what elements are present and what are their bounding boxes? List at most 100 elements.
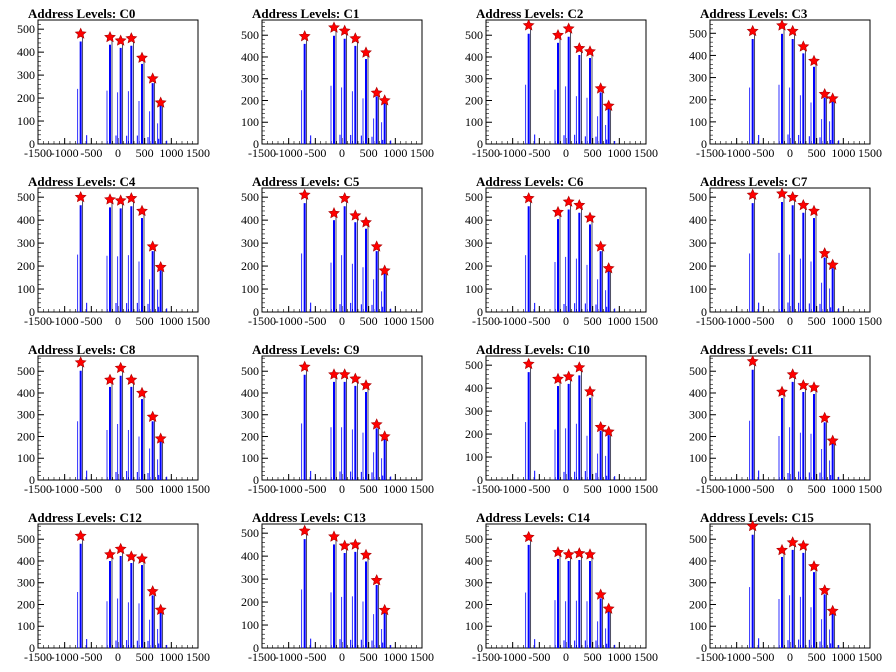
y-tick-label: 500 bbox=[465, 532, 483, 546]
x-tick-label: 1000 bbox=[607, 314, 631, 328]
x-tick-label: -500 bbox=[528, 650, 550, 664]
peak-marker bbox=[522, 19, 535, 31]
y-tick-label: 300 bbox=[465, 236, 483, 250]
y-tick-label: 0 bbox=[477, 641, 483, 655]
y-tick-label: 300 bbox=[689, 408, 707, 422]
chart-title: Address Levels: C11 bbox=[700, 342, 814, 357]
x-tick-label: 500 bbox=[808, 146, 826, 160]
y-tick-label: 200 bbox=[241, 93, 259, 107]
peak-marker bbox=[818, 247, 831, 259]
y-tick-label: 400 bbox=[465, 213, 483, 227]
y-tick-label: 500 bbox=[465, 358, 483, 372]
y-tick-label: 500 bbox=[241, 28, 259, 42]
chart-panel: Address Levels: C4 0 100 200 300 400 500 -1500-… bbox=[0, 168, 224, 336]
peak-marker bbox=[114, 194, 127, 206]
y-tick-label: 300 bbox=[465, 404, 483, 418]
peak-marker bbox=[746, 188, 759, 200]
x-tick-label: -1500 bbox=[24, 314, 52, 328]
y-tick-label: 400 bbox=[689, 386, 707, 400]
peak-marker bbox=[125, 32, 138, 44]
peak-marker bbox=[154, 96, 167, 108]
y-tick-label: 100 bbox=[689, 282, 707, 296]
peak-marker bbox=[125, 192, 138, 204]
peak-marker bbox=[562, 195, 575, 207]
x-tick-label: 1500 bbox=[858, 146, 882, 160]
peak-marker bbox=[746, 24, 759, 37]
x-tick-label: 0 bbox=[787, 146, 793, 160]
chart-svg: 0 100 200 300 400 500 -1500-1000 -500 0 500 1000 15… bbox=[17, 187, 210, 328]
peak-marker bbox=[146, 410, 159, 423]
chart-title: Address Levels: C0 bbox=[28, 6, 136, 21]
peak-marker bbox=[797, 539, 810, 551]
chart-panel: Address Levels: C6 0 100 200 300 400 500 -1500-… bbox=[448, 168, 672, 336]
peak-marker bbox=[360, 216, 372, 228]
x-tick-label: 500 bbox=[136, 314, 154, 328]
chart-svg: 0 100 200 300 400 500 -1500-1000 -500 0 500 1000 15… bbox=[465, 187, 658, 328]
x-tick-label: -1500 bbox=[24, 146, 52, 160]
x-tick-label: 1500 bbox=[634, 146, 658, 160]
peak-marker bbox=[522, 357, 535, 370]
x-tick-label: -1500 bbox=[696, 146, 724, 160]
chart-svg: 0 100 200 300 400 500 -1500-1000 -500 0 500 1000 15… bbox=[241, 187, 434, 328]
peak-marker bbox=[338, 24, 351, 36]
x-tick-label: 1000 bbox=[831, 482, 855, 496]
y-tick-label: 200 bbox=[241, 259, 259, 273]
x-tick-label: 0 bbox=[563, 146, 569, 160]
peak-marker bbox=[573, 361, 586, 373]
peak-marker bbox=[808, 381, 820, 393]
peak-marker bbox=[797, 379, 810, 391]
peak-marker bbox=[786, 24, 799, 37]
peak-marker bbox=[328, 530, 340, 542]
x-tick-label: 1500 bbox=[410, 146, 434, 160]
peak-marker bbox=[573, 42, 586, 54]
x-tick-label: 1500 bbox=[186, 482, 210, 496]
x-tick-label: -1000 bbox=[275, 146, 303, 160]
x-tick-label: 1000 bbox=[383, 482, 407, 496]
peak-marker bbox=[584, 385, 596, 397]
y-tick-label: 100 bbox=[465, 450, 483, 464]
peak-marker bbox=[360, 46, 372, 58]
peak-marker bbox=[786, 536, 799, 548]
y-tick-label: 0 bbox=[29, 137, 35, 151]
y-tick-label: 0 bbox=[253, 137, 259, 151]
peak-marker bbox=[104, 193, 116, 205]
x-tick-label: -1000 bbox=[499, 482, 527, 496]
peak-marker bbox=[146, 72, 159, 84]
x-tick-label: 0 bbox=[115, 482, 121, 496]
peak-marker bbox=[104, 548, 116, 560]
peak-marker bbox=[74, 529, 87, 541]
x-tick-label: 1000 bbox=[159, 314, 183, 328]
y-tick-label: 500 bbox=[689, 26, 707, 40]
x-tick-label: 500 bbox=[808, 482, 826, 496]
x-tick-label: -500 bbox=[528, 482, 550, 496]
x-tick-label: -1500 bbox=[24, 650, 52, 664]
y-tick-label: 400 bbox=[17, 45, 35, 59]
y-tick-label: 300 bbox=[17, 68, 35, 82]
chart-svg: 0 100 200 300 400 500 -1500-1000 -500 0 500 1000 15… bbox=[465, 355, 658, 496]
x-tick-label: 500 bbox=[136, 146, 154, 160]
peak-marker bbox=[584, 548, 596, 560]
y-tick-label: 400 bbox=[689, 48, 707, 62]
peak-marker bbox=[338, 539, 351, 551]
y-tick-label: 500 bbox=[241, 190, 259, 204]
peak-marker bbox=[562, 370, 575, 382]
peak-marker bbox=[573, 198, 586, 211]
x-tick-label: -1000 bbox=[723, 146, 751, 160]
y-tick-label: 0 bbox=[253, 641, 259, 655]
x-tick-label: -1000 bbox=[499, 650, 527, 664]
x-tick-label: 1000 bbox=[607, 146, 631, 160]
x-tick-label: -500 bbox=[752, 314, 774, 328]
x-tick-label: -1500 bbox=[696, 482, 724, 496]
x-tick-label: 1500 bbox=[634, 314, 658, 328]
peak-marker bbox=[808, 204, 820, 216]
y-tick-label: 400 bbox=[689, 554, 707, 568]
y-tick-label: 400 bbox=[689, 213, 707, 227]
peak-marker bbox=[74, 356, 87, 368]
x-tick-label: -1000 bbox=[275, 482, 303, 496]
chart-title: Address Levels: C2 bbox=[476, 6, 584, 21]
peak-marker bbox=[826, 258, 839, 271]
chart-panel: Address Levels: C11 0 100 200 300 400 500 -1500… bbox=[672, 336, 896, 504]
x-tick-label: -1000 bbox=[499, 146, 527, 160]
peak-marker bbox=[584, 211, 596, 223]
